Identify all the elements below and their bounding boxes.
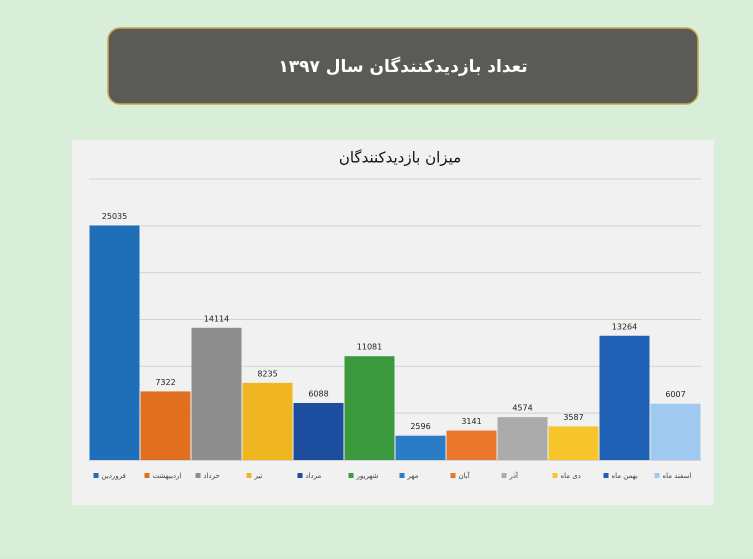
bar xyxy=(242,382,293,460)
bar xyxy=(599,335,650,460)
bar xyxy=(548,426,599,460)
header-title: تعداد بازدیدکنندگان سال ۱۳۹۷ xyxy=(278,56,527,77)
legend-swatch xyxy=(603,473,609,478)
data-label: 6007 xyxy=(665,390,685,399)
legend-label: مهر xyxy=(407,472,419,480)
legend-swatch xyxy=(297,473,303,478)
legend-label: آذر xyxy=(509,471,519,480)
bar xyxy=(140,391,191,460)
bar xyxy=(446,430,497,460)
legend-swatch xyxy=(552,473,558,478)
legend-label: مرداد xyxy=(306,472,322,480)
header-box xyxy=(107,27,699,105)
legend-swatch xyxy=(501,473,507,478)
legend-label: بهمن ماه xyxy=(612,472,638,480)
data-label: 7322 xyxy=(155,378,175,387)
data-label: 3141 xyxy=(461,417,481,426)
legend-label: اردیبهشت xyxy=(153,472,182,480)
bar xyxy=(89,225,140,460)
data-label: 13264 xyxy=(612,322,637,331)
legend-swatch xyxy=(450,473,456,478)
legend-swatch xyxy=(246,473,252,478)
bar xyxy=(293,402,344,460)
legend-label: اسفند ماه xyxy=(663,472,692,480)
legend-swatch xyxy=(195,473,201,478)
legend-swatch xyxy=(348,473,354,478)
legend-label: دی ماه xyxy=(561,472,581,480)
data-label: 2596 xyxy=(410,422,430,431)
data-label: 8235 xyxy=(257,369,277,378)
legend-swatch xyxy=(144,473,150,478)
legend-swatch xyxy=(399,473,405,478)
legend-label: شهریور xyxy=(356,472,379,480)
data-label: 11081 xyxy=(357,343,382,352)
data-label: 6088 xyxy=(308,389,328,398)
legend-swatch xyxy=(93,473,99,478)
bar xyxy=(191,327,242,460)
legend-label: فروردین xyxy=(102,472,126,480)
legend-label: آبان xyxy=(459,471,471,480)
data-label: 25035 xyxy=(102,212,127,221)
data-label: 3587 xyxy=(563,413,583,422)
chart-title: میزان بازدیدکنندگان xyxy=(339,149,461,167)
legend-swatch xyxy=(654,473,660,478)
data-label: 4574 xyxy=(512,404,532,413)
bar xyxy=(395,435,446,460)
legend-label: تیر xyxy=(254,472,263,480)
legend-label: خرداد xyxy=(204,472,220,480)
data-label: 14114 xyxy=(204,314,229,323)
bar xyxy=(344,356,395,460)
bar xyxy=(650,403,701,460)
bar xyxy=(497,417,548,460)
